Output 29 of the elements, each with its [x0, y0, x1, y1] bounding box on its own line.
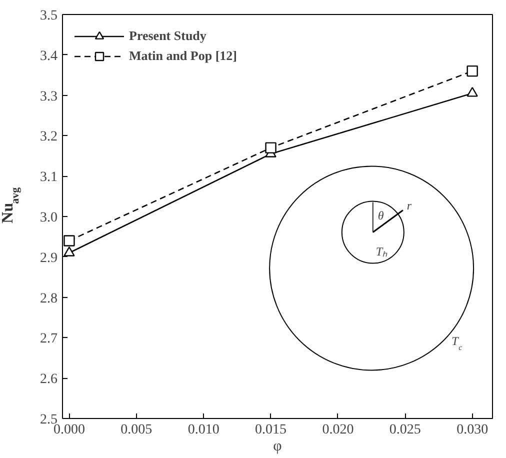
y-tick-label: 3.2	[40, 130, 58, 145]
x-tick-label: 0.010	[188, 422, 220, 438]
x-tick-label: 0.025	[389, 422, 421, 438]
y-tick-label: 3.1	[40, 170, 58, 186]
legend-label: Matin and Pop [12]	[129, 48, 237, 64]
x-tick-label: 0.005	[120, 422, 152, 438]
annotation: Tₕ	[376, 244, 388, 258]
y-tick-label: 2.6	[40, 372, 58, 388]
legend-label: Present Study	[129, 28, 206, 44]
x-tick-label: 0.000	[53, 422, 85, 438]
x-tick-label: 0.015	[255, 422, 287, 438]
point	[64, 246, 75, 256]
y-tick-label: 3.0	[40, 210, 58, 226]
point	[64, 235, 75, 246]
x-tick-label: 0.020	[322, 422, 354, 438]
annotation: r	[406, 198, 412, 212]
y-tick-label: 2.7	[40, 332, 58, 347]
y-axis-title: Nuavg	[0, 186, 22, 224]
x-axis-title: φ	[273, 438, 282, 454]
point	[265, 142, 276, 154]
y-tick-label: 2.8	[40, 291, 58, 306]
y-tick-label: 2.9	[40, 250, 58, 266]
y-tick-label: 3.5	[40, 8, 58, 24]
x-tick-label: 0.030	[456, 422, 488, 438]
y-tick-label: 3.3	[40, 89, 58, 104]
point	[466, 65, 478, 77]
y-tick-label: 3.4	[40, 48, 58, 64]
annotation: θ	[378, 208, 384, 222]
point	[466, 86, 478, 97]
